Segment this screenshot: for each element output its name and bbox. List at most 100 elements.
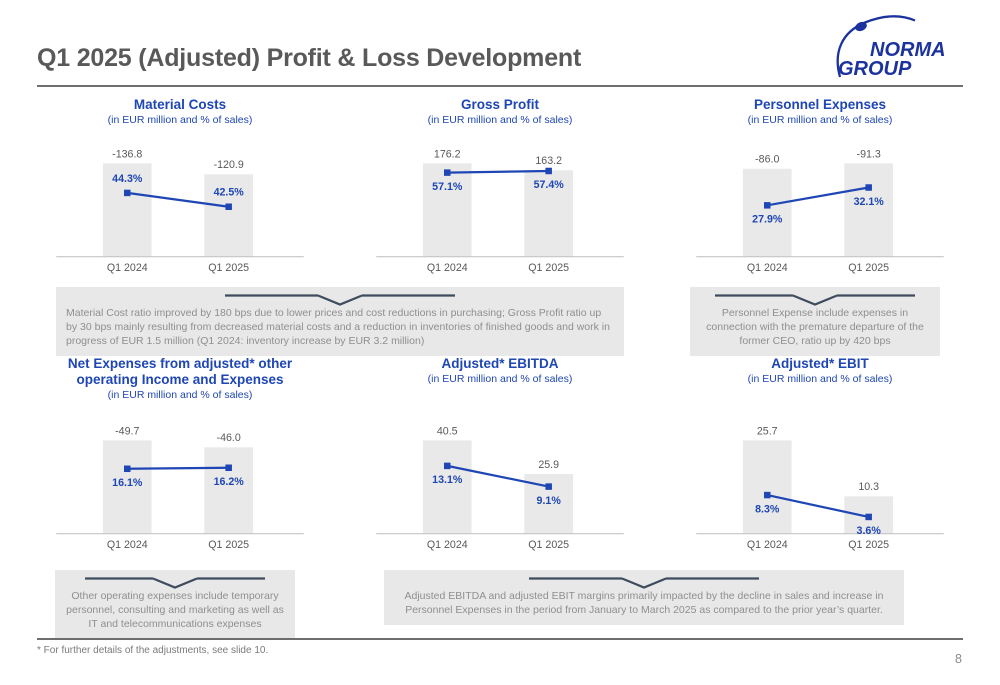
category-label: Q1 2024 [107,539,148,551]
note-material-gross: Material Cost ratio improved by 180 bps … [56,287,624,356]
pct-label: 13.1% [432,474,463,486]
pct-marker [124,189,131,197]
chart-material-costs: Material Costs (in EUR million and % of … [48,97,312,279]
pct-line [767,186,869,207]
chart-net-expenses: Net Expenses from adjusted* other operat… [48,356,312,556]
chart-subtitle: (in EUR million and % of sales) [427,372,573,385]
bar-Q1 2024 [102,440,152,534]
category-label: Q1 2024 [107,262,148,274]
chevron-down-icon [225,294,455,306]
bar-value-label: -136.8 [112,148,142,160]
bar-value-label: 25.7 [757,425,778,437]
chart-adjusted-ebit: Adjusted* EBIT (in EUR million and % of … [688,356,952,556]
logo-text-group: GROUP [838,58,912,80]
chart-gross-profit: Gross Profit (in EUR million and % of sa… [368,97,632,279]
category-label: Q1 2024 [427,539,468,551]
note-ebitda-ebit: Adjusted EBITDA and adjusted EBIT margin… [384,570,904,625]
chart-head: Material Costs (in EUR million and % of … [48,97,312,137]
pct-marker [764,491,771,499]
chart-head: Adjusted* EBIT (in EUR million and % of … [688,356,952,414]
category-label: Q1 2025 [208,262,249,274]
norma-group-logo: NORMA GROUP [836,15,946,80]
logo-text-norma: NORMA [870,39,946,61]
pct-marker [444,169,451,176]
chart-subtitle: (in EUR million and % of sales) [427,113,573,126]
bar-Q1 2024 [742,440,792,534]
category-label: Q1 2025 [848,539,889,551]
note-other-operating: Other operating expenses include tempora… [55,570,295,639]
pct-label: 44.3% [112,173,143,185]
pct-line [447,464,549,488]
chart-title: Net Expenses from adjusted* other operat… [67,356,293,387]
pct-label: 57.4% [534,179,565,191]
chart-subtitle: (in EUR million and % of sales) [107,388,253,401]
pct-label: 16.1% [112,477,143,489]
net-expenses-chart-plot: -49.7 -46.0 Q1 2024 Q1 2025 16.1% 16.2% [56,425,304,551]
chart-title: Gross Profit [460,97,539,112]
note-text: Adjusted EBITDA and adjusted EBIT margin… [404,590,884,616]
category-label: Q1 2024 [747,262,788,274]
pct-label: 27.9% [752,214,783,226]
adjusted-ebit-chart-plot: 25.7 10.3 Q1 2024 Q1 2025 8.3% 3.6% [696,425,944,551]
material-costs-chart-plot: -136.8 -120.9 Q1 2024 Q1 2025 44.3% 42.5% [56,148,304,274]
bar-Q1 2024 [102,163,152,257]
chart-subtitle: (in EUR million and % of sales) [747,372,893,385]
pct-marker [865,184,872,191]
category-label: Q1 2025 [208,539,249,551]
category-label: Q1 2024 [747,539,788,551]
bar-value-label: -46.0 [217,432,241,444]
bar-value-label: -91.3 [857,148,881,160]
chevron-down-icon [529,577,759,589]
pct-marker [764,202,771,209]
chevron-down-icon [715,294,915,306]
chart-head: Gross Profit (in EUR million and % of sa… [368,97,632,137]
pct-line [127,466,229,470]
pct-label: 8.3% [755,503,780,515]
note-text: Personnel Expense include expenses in co… [706,307,924,347]
bar-Q1 2024 [422,163,472,257]
bar-Q1 2025 [524,170,574,257]
chart-head: Personnel Expenses (in EUR million and %… [688,97,952,137]
chart-adjusted-ebitda: Adjusted* EBITDA (in EUR million and % o… [368,356,632,556]
gross-profit-chart-plot: 176.2 163.2 Q1 2024 Q1 2025 57.1% 57.4% [376,148,624,274]
pct-line [767,493,869,519]
pct-marker [865,513,872,521]
bar-value-label: 10.3 [858,481,879,493]
category-label: Q1 2025 [528,539,569,551]
note-text: Other operating expenses include tempora… [66,590,284,630]
logo-arc-icon [836,15,916,78]
bar-Q1 2025 [204,447,254,534]
bar-value-label: 40.5 [437,425,458,437]
pct-marker [225,203,232,210]
chart-personnel-expenses: Personnel Expenses (in EUR million and %… [688,97,952,279]
pct-label: 57.1% [432,181,463,193]
pct-marker [124,465,131,473]
pct-line [447,169,549,174]
chart-title: Adjusted* EBIT [771,356,869,371]
bar-value-label: -86.0 [755,154,779,166]
title-underline [37,85,963,87]
pct-marker [225,464,232,472]
category-label: Q1 2025 [528,262,569,274]
footer-divider [37,638,963,640]
chart-title: Adjusted* EBITDA [441,356,559,371]
bar-value-label: 163.2 [535,155,562,167]
chart-head: Adjusted* EBITDA (in EUR million and % o… [368,356,632,414]
page-number: 8 [955,652,962,666]
pct-marker [545,167,552,175]
pct-marker [545,483,552,490]
page-title: Q1 2025 (Adjusted) Profit & Loss Develop… [37,44,582,72]
chevron-down-icon [85,577,265,589]
bar-Q1 2024 [742,168,792,257]
note-personnel: Personnel Expense include expenses in co… [690,287,940,356]
pct-label: 42.5% [214,187,245,199]
chart-title: Material Costs [133,97,227,112]
chart-head: Net Expenses from adjusted* other operat… [48,356,312,414]
bar-Q1 2024 [422,440,472,534]
chart-title: Personnel Expenses [753,97,887,112]
adjusted-ebitda-chart-plot: 40.5 25.9 Q1 2024 Q1 2025 13.1% 9.1% [376,425,624,551]
bar-value-label: -49.7 [115,425,139,437]
bar-value-label: 176.2 [434,148,461,160]
category-label: Q1 2024 [427,262,468,274]
